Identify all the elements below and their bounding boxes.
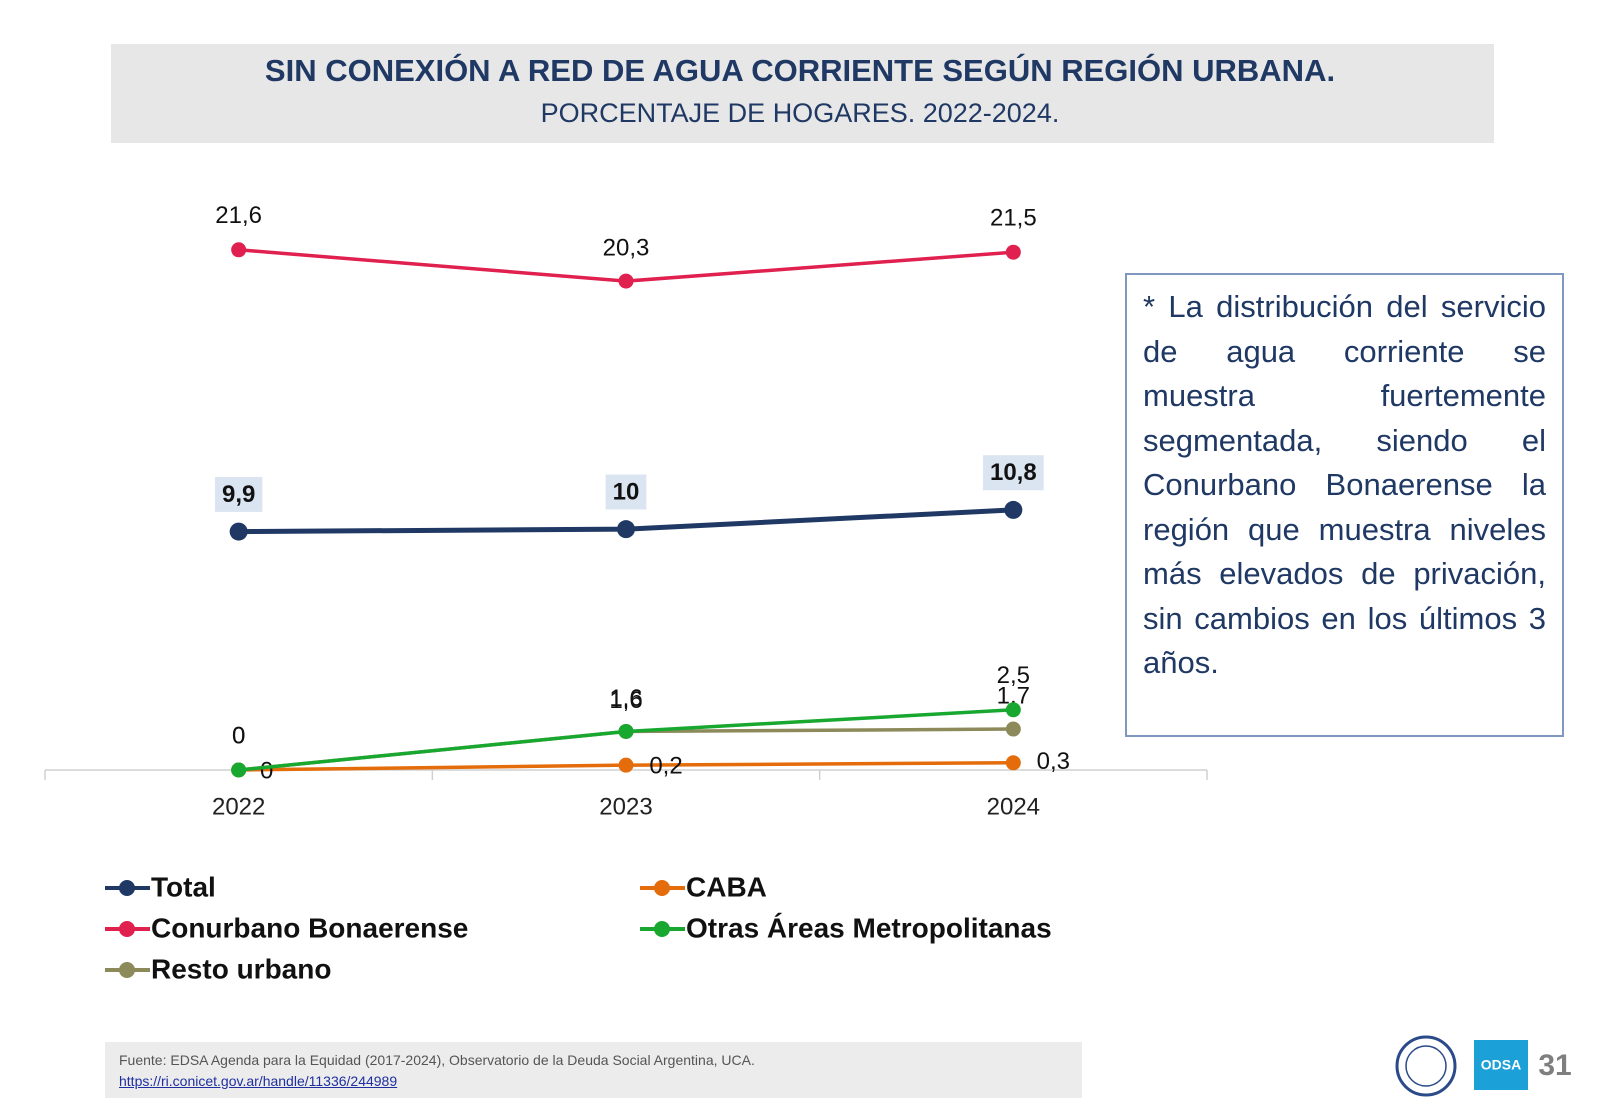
data-label: 21,5 — [990, 205, 1037, 232]
data-label: 0 — [260, 757, 273, 784]
data-point — [229, 522, 248, 541]
data-label: 2,5 — [997, 662, 1030, 689]
chart-title: SIN CONEXIÓN A RED DE AGUA CORRIENTE SEG… — [265, 52, 1335, 88]
source-link[interactable]: https://ri.conicet.gov.ar/handle/11336/2… — [119, 1073, 398, 1089]
data-point — [1005, 721, 1021, 737]
logo-text: ODSA — [1481, 1057, 1521, 1073]
chart-subtitle: PORCENTAJE DE HOGARES. 2022-2024. — [541, 98, 1060, 128]
data-point — [618, 757, 634, 773]
label-bg — [214, 476, 263, 512]
data-point — [231, 762, 247, 778]
data-label: 20,3 — [603, 234, 650, 261]
data-label: 0,2 — [649, 753, 682, 780]
data-label: 21,6 — [215, 202, 262, 229]
x-tick-label: 2022 — [212, 793, 265, 820]
source-box: Fuente: EDSA Agenda para la Equidad (201… — [105, 1042, 1082, 1098]
legend-marker — [119, 962, 135, 978]
legend-marker — [654, 880, 670, 896]
note-box: * La distribución del servicio de agua c… — [1125, 273, 1564, 737]
data-point — [1005, 244, 1021, 260]
page-number: 31 — [1538, 1049, 1571, 1082]
data-point — [617, 520, 635, 539]
logo-box — [1474, 1040, 1528, 1090]
data-label: 0 — [232, 722, 245, 749]
legend-label: Otras Áreas Metropolitanas — [686, 912, 1052, 943]
university-seal-inner — [1405, 1045, 1447, 1087]
label-bg — [605, 474, 647, 510]
data-point — [618, 723, 634, 739]
legend-marker — [654, 921, 670, 937]
data-label: 1,6 — [609, 685, 642, 712]
data-label: 0,3 — [1037, 748, 1070, 775]
data-label: 1,6 — [609, 687, 642, 714]
source-text: Fuente: EDSA Agenda para la Equidad (201… — [119, 1052, 755, 1068]
data-label: 10,8 — [990, 459, 1037, 486]
x-tick-label: 2024 — [987, 793, 1040, 820]
data-label: 9,9 — [222, 481, 255, 508]
x-tick-label: 2023 — [599, 793, 652, 820]
legend-marker — [119, 921, 135, 937]
label-bg — [982, 455, 1044, 491]
data-label: 10 — [613, 479, 640, 506]
legend-label: Resto urbano — [151, 953, 331, 984]
data-point — [618, 273, 634, 289]
legend-marker — [119, 880, 135, 896]
data-label: 0 — [232, 722, 245, 749]
title-band — [111, 44, 1494, 143]
legend-label: Total — [151, 871, 216, 902]
data-point — [1005, 755, 1021, 771]
data-point — [231, 242, 247, 258]
data-point — [1005, 702, 1021, 718]
legend-label: CABA — [686, 871, 767, 902]
legend-label: Conurbano Bonaerense — [151, 912, 468, 943]
data-point — [1004, 500, 1023, 519]
